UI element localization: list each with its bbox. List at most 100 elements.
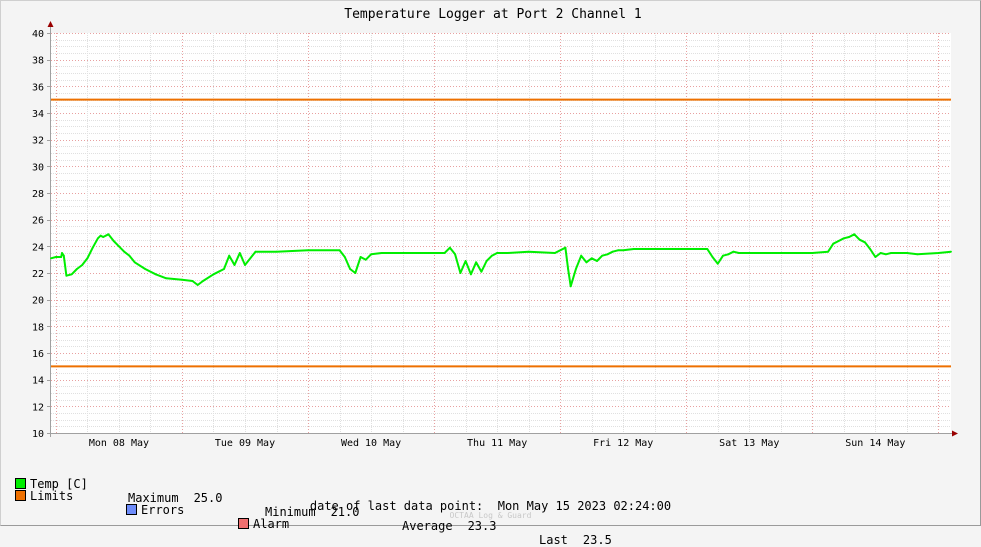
temp-data-point bbox=[81, 264, 84, 266]
temp-data-point bbox=[617, 249, 619, 252]
last-data-point-value: Mon May 15 2023 02:24:00 bbox=[497, 499, 672, 513]
chart-title: Temperature Logger at Port 2 Channel 1 bbox=[344, 7, 641, 22]
stat-average: Average 23.3 bbox=[402, 519, 496, 533]
temp-data-point bbox=[564, 246, 567, 249]
y-tick-label: 36 bbox=[32, 82, 44, 93]
stat-average-label: Average bbox=[402, 519, 453, 533]
temp-data-point bbox=[65, 274, 68, 277]
y-tick-label: 34 bbox=[32, 109, 44, 120]
temp-data-point bbox=[433, 252, 435, 254]
temp-data-point bbox=[569, 285, 572, 288]
temp-series-line bbox=[50, 233, 952, 288]
temp-data-point bbox=[86, 257, 89, 260]
temp-data-point bbox=[212, 273, 215, 276]
temp-data-point bbox=[217, 270, 220, 273]
stat-last-value: 23.5 bbox=[582, 533, 612, 547]
temp-data-point bbox=[632, 248, 635, 250]
temp-data-point bbox=[275, 250, 278, 253]
temp-data-point bbox=[842, 237, 845, 240]
temp-data-point bbox=[91, 246, 94, 249]
temp-data-point bbox=[916, 253, 919, 256]
temp-data-point bbox=[864, 241, 866, 244]
legend-row-stats: Temp [C] Maximum 25.0 Minimum 21.0 Average… bbox=[15, 463, 612, 547]
temp-data-point bbox=[827, 250, 829, 253]
temp-data-point bbox=[737, 252, 740, 254]
temp-data-point bbox=[196, 284, 199, 286]
temp-data-point bbox=[727, 253, 730, 256]
temp-data-point bbox=[711, 256, 714, 258]
temp-data-point bbox=[228, 254, 231, 257]
temp-data-point bbox=[606, 253, 609, 256]
temp-data-point bbox=[470, 273, 472, 276]
legend-temp-swatch bbox=[15, 478, 26, 489]
temp-data-point bbox=[685, 248, 688, 250]
y-tick-label: 16 bbox=[32, 349, 44, 360]
stat-maximum-value: 25.0 bbox=[193, 491, 223, 505]
grid-lines bbox=[51, 33, 951, 434]
temp-data-point bbox=[580, 254, 583, 257]
x-tick-label: Sun 14 May bbox=[845, 438, 905, 449]
temp-data-point bbox=[622, 249, 625, 252]
y-tick-labels: 10 12 14 16 18 20 22 24 26 28 30 32 34 36 38 40 bbox=[32, 29, 51, 440]
y-tick-label: 18 bbox=[32, 322, 44, 333]
temp-data-point bbox=[364, 258, 367, 261]
temp-data-point bbox=[223, 268, 225, 270]
last-data-point-label: date of last data point: bbox=[309, 499, 484, 513]
brand-watermark: OCTAA Log & Guard bbox=[449, 511, 532, 520]
temp-data-point bbox=[722, 254, 724, 257]
temp-data-points bbox=[50, 233, 952, 288]
temp-data-point bbox=[475, 261, 477, 264]
temp-data-point bbox=[611, 250, 614, 253]
temp-data-point bbox=[790, 252, 793, 254]
temp-data-point bbox=[97, 237, 99, 240]
temp-data-point bbox=[485, 260, 488, 262]
legend-limits-label: Limits bbox=[30, 489, 74, 503]
stat-average-value: 23.3 bbox=[467, 519, 497, 533]
temp-data-point bbox=[601, 254, 604, 257]
legend-errors-label: Errors bbox=[141, 503, 185, 517]
temp-data-point bbox=[61, 252, 63, 254]
temp-data-point bbox=[244, 264, 246, 266]
temp-data-point bbox=[128, 254, 131, 257]
y-tick-label: 22 bbox=[32, 269, 44, 280]
stat-minimum-label: Minimum bbox=[265, 505, 316, 519]
temp-data-point bbox=[837, 240, 840, 242]
temp-data-point bbox=[832, 242, 835, 245]
temp-data-point bbox=[858, 238, 861, 241]
temp-data-point bbox=[900, 252, 903, 254]
x-tick-labels: Mon 08 May Tue 09 May Wed 10 May Thu 11 May… bbox=[89, 438, 906, 449]
legend-limits-swatch bbox=[15, 490, 26, 501]
temp-data-point bbox=[349, 268, 351, 270]
temp-data-point bbox=[55, 256, 57, 258]
temp-data-point bbox=[590, 257, 593, 260]
temp-data-point bbox=[596, 260, 598, 262]
y-tick-label: 32 bbox=[32, 136, 44, 147]
temp-data-point bbox=[853, 233, 856, 236]
temp-data-point bbox=[885, 253, 887, 256]
temp-data-point bbox=[118, 245, 120, 248]
stat-maximum-label: Maximum bbox=[128, 491, 179, 505]
temp-data-point bbox=[567, 268, 569, 270]
temp-data-point bbox=[443, 252, 446, 254]
temp-data-point bbox=[554, 252, 556, 254]
temp-data-point bbox=[906, 252, 908, 254]
temp-data-point bbox=[76, 268, 78, 270]
temp-data-point bbox=[653, 248, 656, 250]
x-tick-label: Thu 11 May bbox=[467, 438, 527, 449]
temp-data-point bbox=[496, 252, 498, 254]
temp-data-point bbox=[585, 261, 588, 264]
y-tick-label: 10 bbox=[32, 429, 44, 440]
y-tick-label: 26 bbox=[32, 216, 44, 227]
temp-data-point bbox=[359, 256, 362, 258]
temp-data-point bbox=[895, 252, 898, 254]
temp-data-point bbox=[454, 253, 456, 256]
last-data-point: date of last data point: Mon May 15 2023… bbox=[0, 499, 981, 513]
temp-data-point bbox=[233, 264, 236, 266]
temp-data-point bbox=[869, 248, 871, 250]
temp-data-point bbox=[123, 250, 126, 253]
temp-data-point bbox=[732, 250, 735, 253]
temp-data-point bbox=[133, 261, 136, 264]
temp-data-point bbox=[716, 262, 719, 265]
temp-data-point bbox=[758, 252, 761, 254]
temp-data-point bbox=[238, 252, 241, 254]
